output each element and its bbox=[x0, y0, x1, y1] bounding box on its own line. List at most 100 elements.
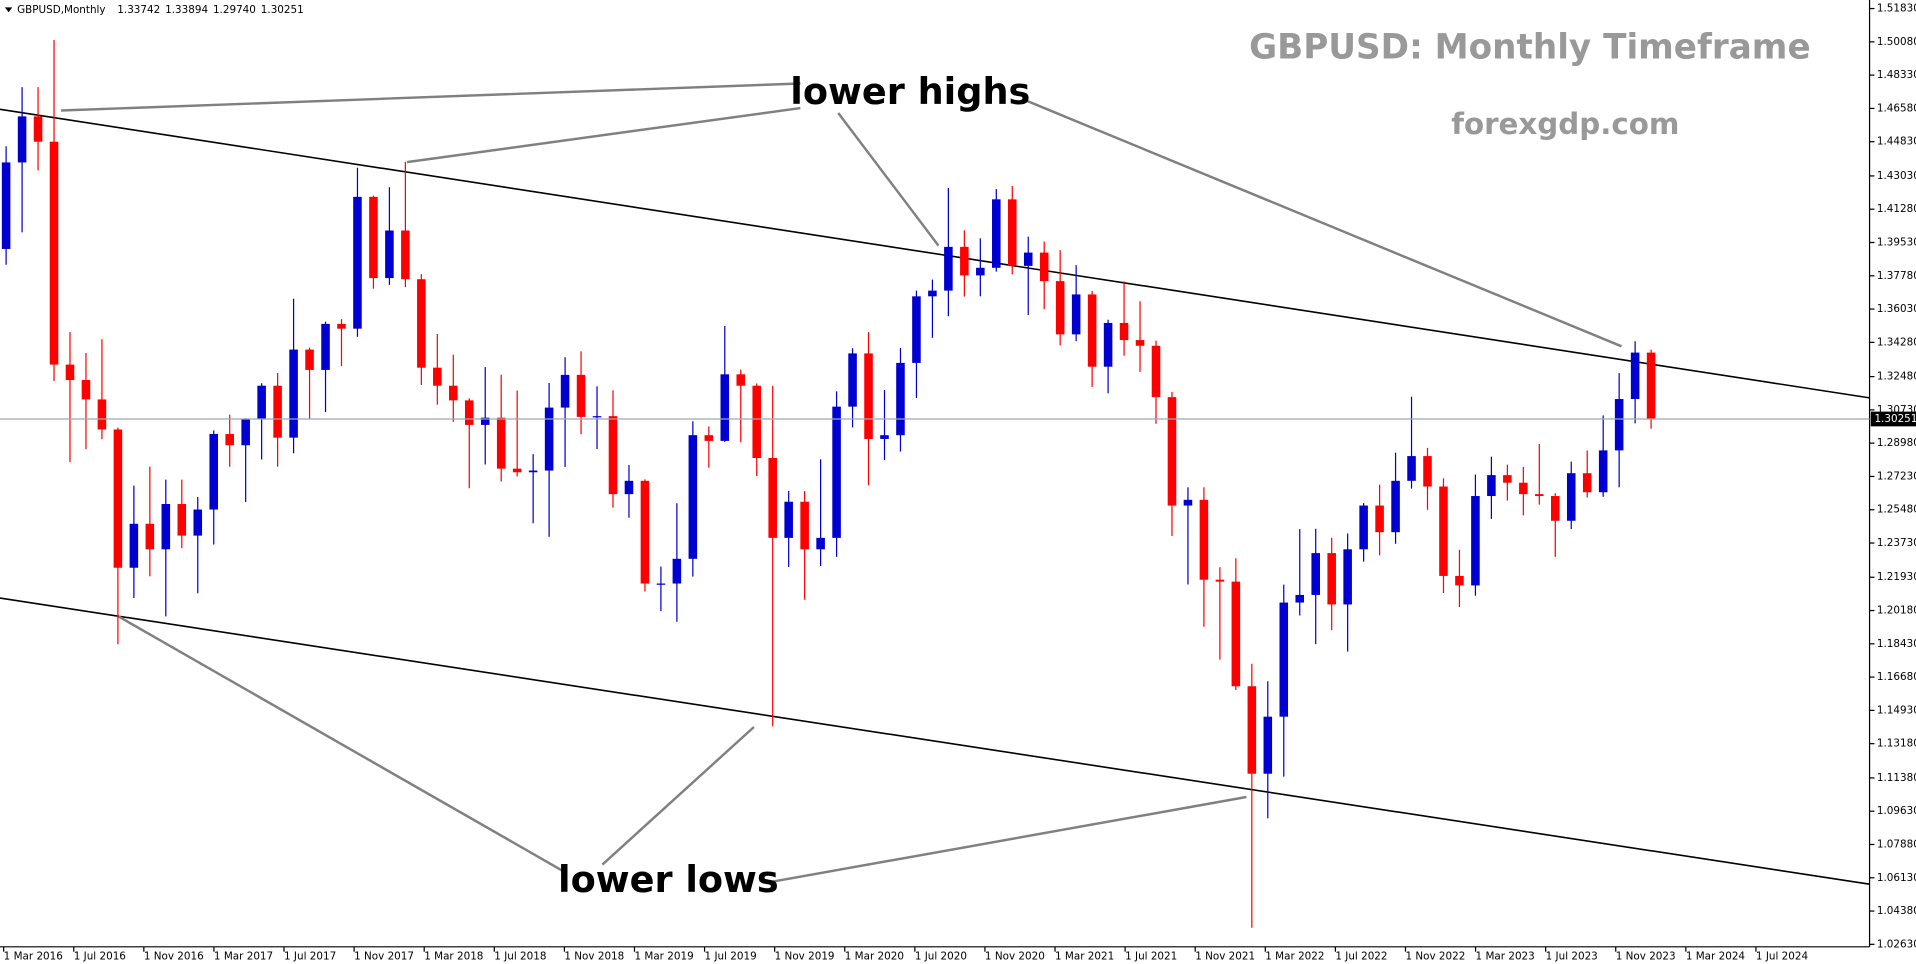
candle-body bbox=[1471, 496, 1480, 586]
candle-body bbox=[305, 349, 314, 370]
candle-body bbox=[1247, 686, 1257, 774]
arrow-line bbox=[406, 106, 801, 164]
x-tick-label: 1 Jul 2017 bbox=[284, 951, 336, 963]
candle-body bbox=[193, 509, 203, 536]
price-label: 1.30251 bbox=[1874, 413, 1916, 425]
annotation-arrows bbox=[61, 82, 1622, 883]
x-tick-label: 1 Mar 2022 bbox=[1265, 951, 1324, 963]
candle-body bbox=[353, 196, 362, 329]
y-tick-label: 1.02630 bbox=[1877, 938, 1916, 950]
y-tick-label: 1.32480 bbox=[1877, 371, 1916, 383]
candle-body bbox=[1199, 499, 1209, 580]
x-tick-label: 1 Nov 2021 bbox=[1195, 951, 1255, 963]
candle-body bbox=[17, 116, 27, 163]
candle-body bbox=[800, 501, 809, 550]
y-tick-label: 1.04380 bbox=[1877, 905, 1916, 917]
candle-body bbox=[385, 230, 394, 279]
candle-body bbox=[161, 504, 171, 550]
x-tick-label: 1 Mar 2018 bbox=[424, 951, 483, 963]
candle-body bbox=[1375, 505, 1384, 533]
y-tick-label: 1.25480 bbox=[1877, 504, 1916, 516]
x-tick-label: 1 Jul 2021 bbox=[1125, 951, 1177, 963]
candle-body bbox=[1487, 475, 1496, 497]
y-tick-label: 1.48330 bbox=[1877, 69, 1916, 81]
candle-body bbox=[720, 374, 730, 441]
candle-body bbox=[784, 501, 793, 538]
menu-icon[interactable] bbox=[4, 7, 13, 13]
x-tick-label: 1 Mar 2016 bbox=[4, 951, 63, 963]
candle-body bbox=[1327, 553, 1336, 605]
arrow-line bbox=[117, 615, 566, 873]
candle-body bbox=[1167, 397, 1177, 506]
candle-body bbox=[321, 323, 330, 370]
candle-body bbox=[1135, 340, 1145, 346]
arrow-line bbox=[61, 82, 801, 112]
candle-body bbox=[1007, 199, 1017, 266]
annotation: lower highs bbox=[790, 70, 1030, 113]
candle-body bbox=[369, 196, 378, 279]
price-label-box bbox=[1870, 411, 1916, 427]
candle-body bbox=[496, 417, 506, 469]
y-tick-label: 1.14930 bbox=[1877, 704, 1916, 716]
candle-body bbox=[1503, 475, 1512, 483]
candle-body bbox=[1359, 505, 1368, 550]
candle-body bbox=[864, 353, 873, 439]
x-tick-label: 1 Mar 2020 bbox=[845, 951, 904, 963]
candle-body bbox=[768, 457, 777, 538]
y-tick-label: 1.06130 bbox=[1877, 872, 1916, 884]
candle-body bbox=[257, 385, 266, 420]
candle-body bbox=[880, 435, 889, 439]
candle-body bbox=[1231, 581, 1241, 687]
candle-body bbox=[209, 434, 219, 510]
x-tick-label: 1 Jul 2024 bbox=[1756, 951, 1809, 963]
candle-body bbox=[656, 583, 666, 585]
y-tick-label: 1.07880 bbox=[1877, 838, 1916, 850]
candle-body bbox=[1, 162, 11, 249]
candle-body bbox=[1343, 549, 1352, 605]
candle-body bbox=[1279, 602, 1289, 717]
candle-body bbox=[1550, 496, 1560, 521]
y-tick-label: 1.37780 bbox=[1877, 270, 1916, 282]
x-tick-label: 1 Nov 2023 bbox=[1616, 951, 1676, 963]
header-ohlc: 1.33742 1.33894 1.29740 1.30251 bbox=[117, 4, 303, 16]
candle-body bbox=[97, 399, 107, 430]
y-tick-label: 1.43030 bbox=[1877, 170, 1916, 182]
x-tick-label: 1 Mar 2021 bbox=[1055, 951, 1114, 963]
candle-body bbox=[752, 385, 762, 458]
y-tick-label: 1.36030 bbox=[1877, 303, 1916, 315]
candle-body bbox=[1023, 252, 1033, 266]
x-tick-label: 1 Jul 2022 bbox=[1335, 951, 1387, 963]
y-tick-label: 1.09630 bbox=[1877, 805, 1916, 817]
y-tick-label: 1.11380 bbox=[1877, 772, 1916, 784]
candle-body bbox=[832, 406, 841, 538]
x-tick-label: 1 Nov 2017 bbox=[354, 951, 414, 963]
candle-body bbox=[688, 435, 698, 559]
candle-body bbox=[81, 380, 91, 400]
x-tick-label: 1 Nov 2019 bbox=[775, 951, 835, 963]
candle-body bbox=[241, 419, 250, 446]
candle-body bbox=[624, 480, 634, 495]
x-tick-label: 1 Mar 2019 bbox=[634, 951, 693, 963]
candle-body bbox=[1055, 281, 1065, 335]
candle-body bbox=[816, 537, 825, 550]
candle-body bbox=[1183, 499, 1193, 506]
candles bbox=[1, 39, 1656, 928]
candle-body bbox=[944, 246, 953, 291]
candle-body bbox=[560, 374, 570, 408]
candle-body bbox=[640, 480, 650, 584]
candle-body bbox=[992, 199, 1001, 268]
arrow-line bbox=[1025, 99, 1622, 348]
candle-body bbox=[1582, 473, 1592, 493]
x-tick-label: 1 Nov 2022 bbox=[1405, 951, 1465, 963]
candle-body bbox=[1151, 345, 1161, 398]
y-tick-label: 1.41280 bbox=[1877, 203, 1916, 215]
y-tick-label: 1.20180 bbox=[1877, 605, 1916, 617]
candle-body bbox=[1071, 294, 1081, 335]
candle-body bbox=[912, 296, 921, 363]
candle-body bbox=[576, 374, 586, 417]
y-tick-label: 1.21930 bbox=[1877, 571, 1916, 583]
candle-body bbox=[528, 470, 538, 473]
candle-body bbox=[433, 367, 442, 386]
